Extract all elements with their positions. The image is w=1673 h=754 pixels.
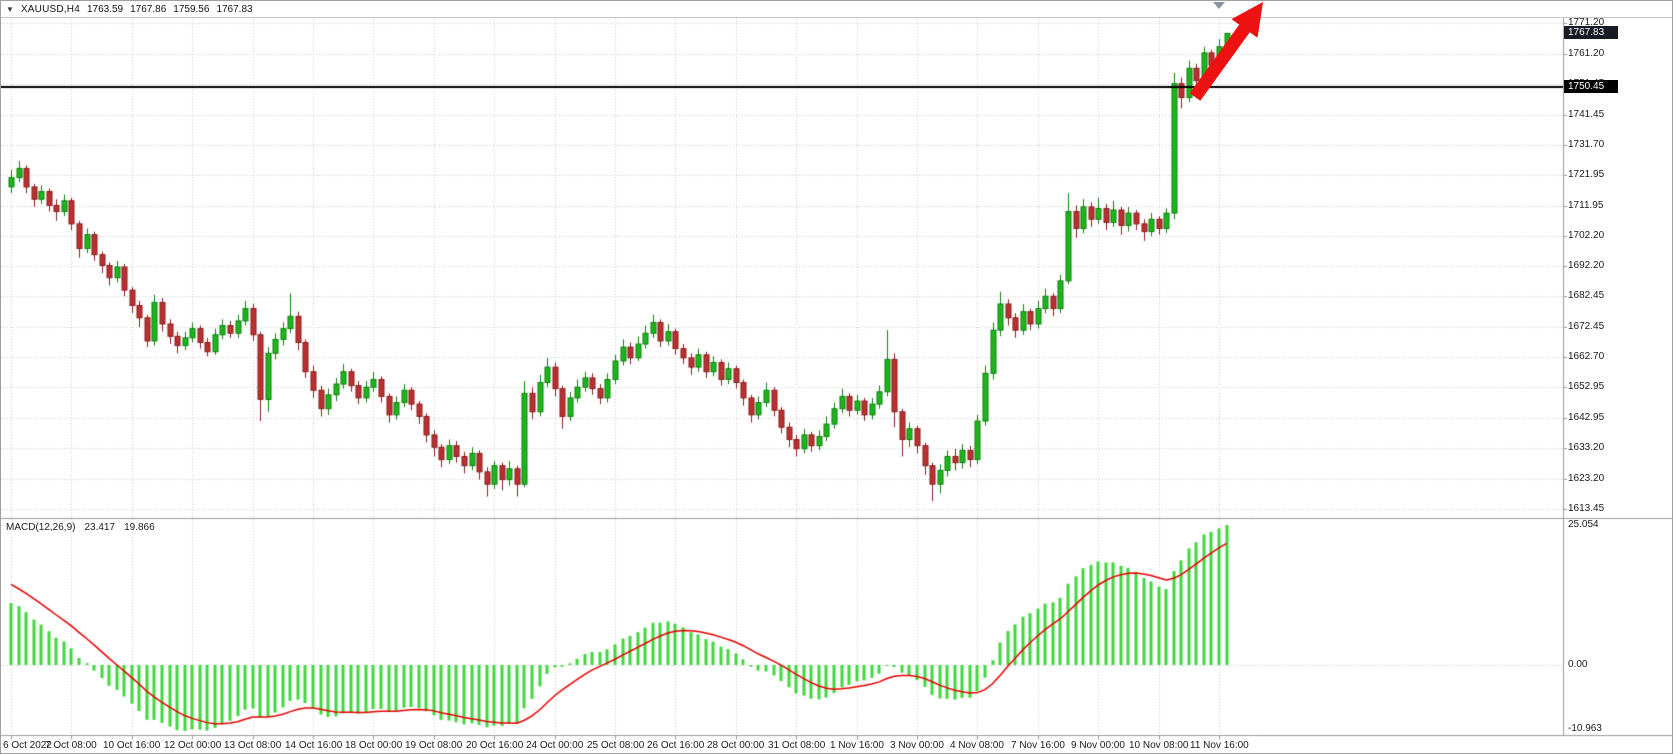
symbol-dropdown-icon[interactable]: ▼ — [6, 4, 14, 14]
macd-axis-label-min: -10.963 — [1568, 723, 1602, 734]
time-axis-label: 11 Nov 16:00 — [1190, 740, 1249, 751]
high-value: 1767.86 — [130, 3, 167, 15]
time-axis-label: 10 Nov 08:00 — [1129, 740, 1189, 751]
horizontal-line-price-tag: 1750.45 — [1564, 80, 1618, 93]
open-value: 1763.59 — [86, 3, 124, 15]
price-axis-label: 1721.95 — [1568, 169, 1605, 180]
price-axis-label: 1623.20 — [1568, 473, 1605, 484]
time-axis-label: 25 Oct 08:00 — [587, 740, 645, 751]
price-axis-label: 1652.95 — [1568, 381, 1605, 392]
price-axis-label: 1613.45 — [1568, 503, 1605, 514]
macd-axis-label-max: 25.054 — [1568, 519, 1599, 530]
macd-axis-label-zero: 0.00 — [1568, 659, 1588, 670]
price-axis-label: 1642.95 — [1568, 412, 1605, 423]
time-axis-label: 31 Oct 08:00 — [768, 740, 826, 751]
price-axis-label: 1702.20 — [1568, 230, 1605, 241]
time-axis-label: 26 Oct 16:00 — [647, 740, 705, 751]
time-axis-label: 10 Oct 16:00 — [103, 740, 161, 751]
price-axis-label: 1672.45 — [1568, 321, 1605, 332]
time-axis-label: 7 Oct 08:00 — [45, 740, 97, 751]
macd-indicator-header: MACD(12,26,9) 23.417 19.866 — [6, 522, 155, 533]
time-axis-label: 6 Oct 2022 — [3, 740, 52, 751]
time-axis-label: 19 Oct 08:00 — [405, 740, 463, 751]
time-axis-label: 4 Nov 08:00 — [950, 740, 1004, 751]
close-value: 1767.83 — [216, 3, 253, 15]
price-axis-label: 1741.45 — [1568, 109, 1605, 120]
small-marker-triangle-icon — [1213, 2, 1225, 9]
low-value: 1759.56 — [173, 3, 210, 15]
trend-arrow-annotation[interactable] — [1181, 1, 1281, 111]
time-axis-label: 24 Oct 00:00 — [526, 740, 584, 751]
price-axis-label: 1761.20 — [1568, 48, 1605, 59]
time-axis-label: 7 Nov 16:00 — [1011, 740, 1065, 751]
price-axis-label: 1662.70 — [1568, 351, 1605, 362]
time-axis-label: 3 Nov 00:00 — [890, 740, 944, 751]
time-axis-label: 9 Nov 00:00 — [1071, 740, 1125, 751]
price-axis-label: 1692.20 — [1568, 260, 1605, 271]
price-axis-label: 1711.95 — [1568, 200, 1604, 211]
time-axis-label: 1 Nov 16:00 — [830, 740, 884, 751]
current-price-tag: 1767.83 — [1564, 26, 1618, 39]
time-axis-label: 14 Oct 16:00 — [285, 740, 343, 751]
time-axis-label: 13 Oct 08:00 — [224, 740, 282, 751]
price-axis-label: 1771.20 — [1568, 17, 1605, 28]
price-axis-label: 1731.70 — [1568, 139, 1605, 150]
time-axis-label: 12 Oct 00:00 — [164, 740, 222, 751]
macd-main-value: 23.417 — [84, 522, 116, 533]
macd-name-label: MACD(12,26,9) — [6, 522, 76, 533]
price-axis-label: 1633.20 — [1568, 442, 1605, 453]
time-axis-label: 20 Oct 16:00 — [466, 740, 524, 751]
time-axis-label: 18 Oct 00:00 — [345, 740, 403, 751]
time-axis-label: 28 Oct 00:00 — [707, 740, 765, 751]
chart-title-bar: ▼ XAUUSD,H4 1763.59 1767.86 1759.56 1767… — [1, 1, 1672, 18]
macd-signal-value: 19.866 — [124, 522, 155, 533]
price-axis-label: 1682.45 — [1568, 290, 1605, 301]
symbol-period-label: XAUUSD,H4 — [20, 3, 80, 15]
